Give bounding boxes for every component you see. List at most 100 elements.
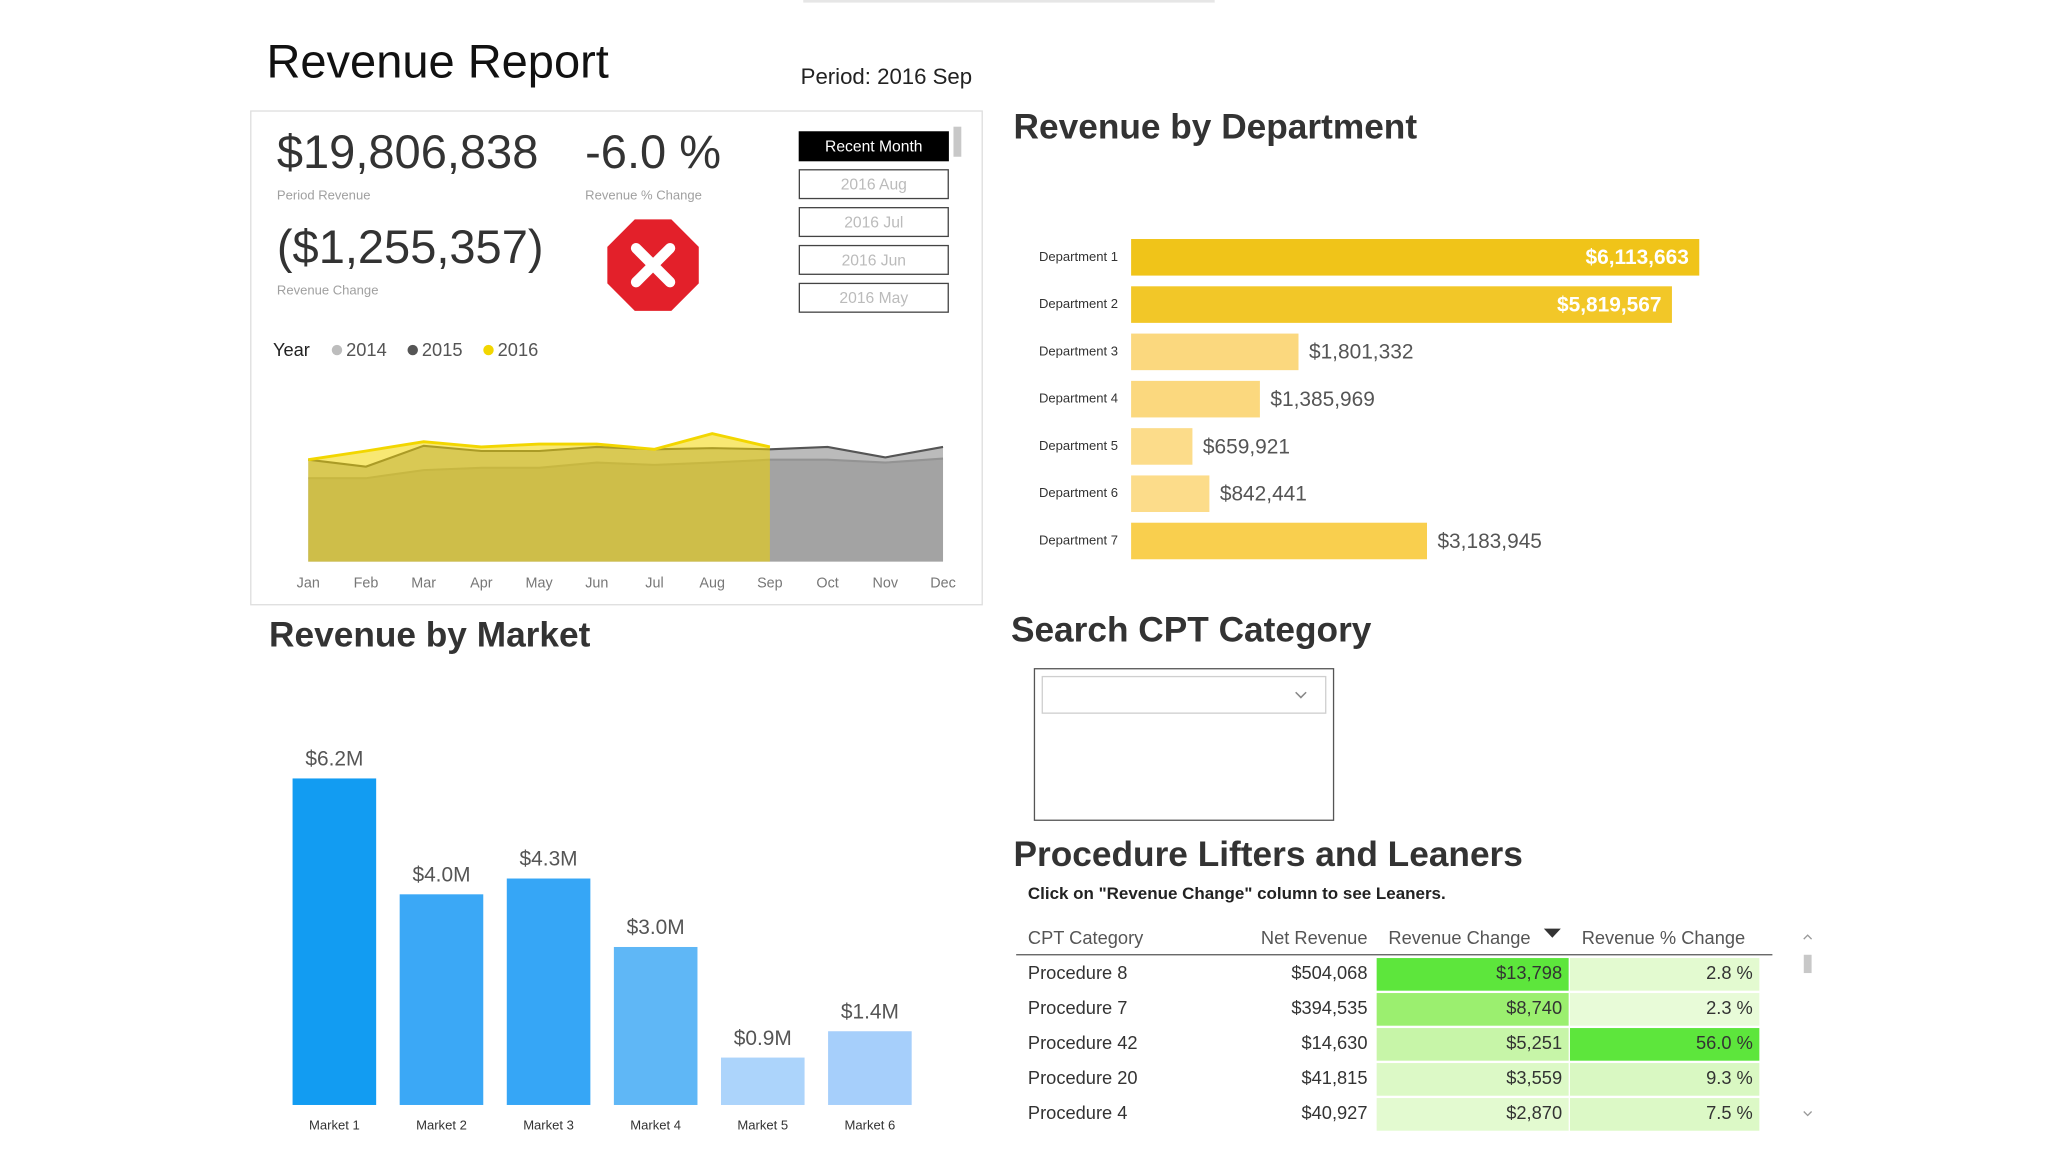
table-cell: $40,927 [1301, 1102, 1367, 1123]
legend-label: 2016 [498, 339, 539, 360]
data-label: $3.0M [627, 916, 685, 939]
section-title: Search CPT Category [1011, 610, 1372, 649]
cell-background [1569, 958, 1760, 991]
table-cell: 2.3 % [1706, 997, 1753, 1018]
table-cell: $41,815 [1301, 1067, 1367, 1088]
data-label: $6.2M [305, 748, 363, 771]
category-label: Department 1 [1039, 249, 1118, 264]
data-label: $4.0M [412, 864, 470, 887]
section-title: Revenue by Market [269, 616, 591, 655]
bar [1131, 286, 1672, 323]
table: CPT Category Net Revenue Revenue Change Rev… [1016, 927, 1773, 1131]
section-title: Procedure Lifters and Leaners [1014, 835, 1523, 874]
table-cell: $5,251 [1506, 1032, 1562, 1053]
column-header[interactable]: CPT Category [1028, 927, 1144, 948]
table-scrollbar [1803, 934, 1813, 1117]
x-tick-label: Jun [585, 576, 608, 592]
top-bar [803, 0, 1215, 3]
kpi-value: -6.0 % [585, 125, 721, 178]
dropdown-chevron [1295, 691, 1307, 699]
table-cell: Procedure 4 [1028, 1102, 1128, 1123]
search-dropdown[interactable] [1041, 675, 1327, 714]
data-label: $659,921 [1203, 435, 1290, 458]
category-label: Department 4 [1039, 391, 1118, 406]
x-tick-label: Jul [645, 576, 663, 592]
bar [1131, 239, 1700, 276]
kpi-label: Period Revenue [277, 187, 371, 202]
slicer-button[interactable] [798, 207, 949, 238]
slicer-label: 2016 Jun [842, 252, 906, 269]
table-cell: $2,870 [1506, 1102, 1562, 1123]
category-label: Market 6 [844, 1117, 895, 1132]
table-cell: Procedure 42 [1028, 1032, 1138, 1053]
bar [720, 1057, 805, 1105]
kpi-value: ($1,255,357) [277, 220, 544, 273]
scroll-down[interactable] [1803, 1111, 1813, 1117]
period-slicer: Recent Month 2016 Aug 2016 Jul 2016 Jun 2016… [798, 131, 949, 313]
department-bar-chart: Department 1 $6,113,663 Department 2 $5,819… [1039, 239, 1700, 560]
legend-marker [407, 344, 418, 356]
category-label: Department 2 [1039, 296, 1118, 311]
table-subtitle: Click on "Revenue Change" column to see … [1028, 884, 1446, 903]
bar [1131, 380, 1260, 418]
slicer-scrollbar[interactable] [953, 126, 962, 157]
table-cell: Procedure 20 [1028, 1067, 1138, 1088]
kpi-label: Revenue % Change [585, 187, 702, 202]
x-tick-label: Apr [470, 576, 493, 592]
slicer-button[interactable] [798, 169, 949, 200]
x-tick-label: Sep [757, 576, 783, 592]
x-tick-label: Jan [297, 576, 320, 592]
table-cell: $394,535 [1291, 997, 1367, 1018]
legend-label: 2014 [346, 339, 387, 360]
x-tick-label: May [526, 576, 554, 592]
cell-background [1376, 1028, 1569, 1061]
category-label: Market 1 [309, 1117, 360, 1132]
bar [506, 878, 591, 1105]
bar [399, 894, 484, 1105]
category-label: Department 5 [1039, 438, 1118, 453]
category-label: Market 5 [737, 1117, 788, 1132]
cell-background [1376, 993, 1569, 1026]
section-title: Revenue by Department [1014, 108, 1418, 147]
column-header[interactable]: Revenue % Change [1582, 927, 1746, 948]
table-cell: 9.3 % [1706, 1067, 1753, 1088]
x-tick-label: Oct [816, 576, 838, 592]
slicer-button[interactable] [798, 131, 949, 162]
cell-background [1569, 993, 1760, 1026]
data-label: $6,113,663 [1585, 246, 1688, 269]
category-label: Department 6 [1039, 485, 1118, 500]
bar [828, 1031, 912, 1105]
sort-indicator [1543, 928, 1561, 938]
legend-marker [483, 344, 494, 356]
kpi-value: $19,806,838 [277, 125, 538, 178]
cell-background [1569, 1063, 1760, 1096]
bar [292, 778, 377, 1105]
slicer-button[interactable] [798, 282, 949, 313]
data-label: $4.3M [520, 848, 578, 871]
data-label: $3,183,945 [1437, 530, 1541, 553]
table-cell: $8,740 [1506, 997, 1562, 1018]
column-header[interactable]: Net Revenue [1261, 927, 1368, 948]
slicer-button[interactable] [798, 244, 949, 275]
scroll-thumb[interactable] [1803, 954, 1812, 974]
data-label: $1,385,969 [1270, 388, 1374, 411]
bar [1131, 333, 1299, 371]
scroll-up[interactable] [1803, 934, 1813, 940]
x-tick-label: Nov [873, 576, 899, 592]
table-cell: Procedure 7 [1028, 997, 1128, 1018]
data-label: $1,801,332 [1309, 341, 1413, 364]
bar [1131, 475, 1210, 512]
x-tick-label: Mar [411, 576, 436, 592]
market-bar-chart: $6.2M Market 1 $4.0M Market 2 $4.3M Market 3 $… [292, 748, 912, 1132]
legend-marker [331, 344, 343, 356]
cell-background [1376, 1063, 1569, 1096]
cell-background [1376, 1098, 1569, 1131]
column-header[interactable]: Revenue Change [1388, 927, 1530, 948]
x-tick-label: Dec [930, 576, 956, 592]
category-label: Market 3 [523, 1117, 574, 1132]
data-label: $1.4M [841, 1000, 899, 1023]
data-label: $0.9M [734, 1027, 792, 1050]
cell-background [1569, 1098, 1760, 1131]
table-cell: $13,798 [1496, 962, 1562, 983]
